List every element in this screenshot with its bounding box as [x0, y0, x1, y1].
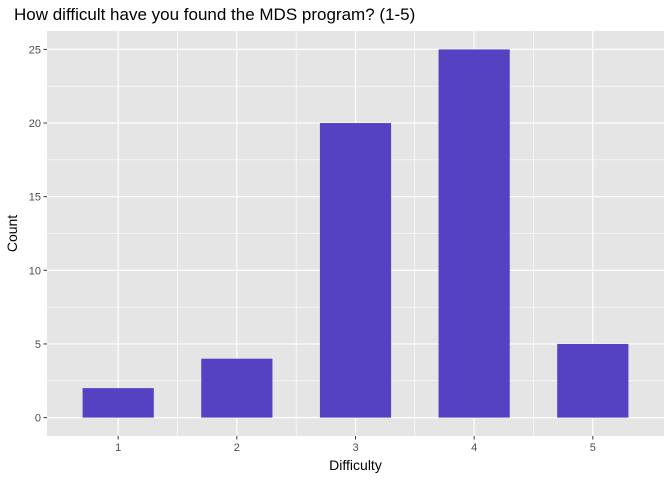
y-tick-label: 25: [29, 44, 41, 56]
x-axis-title: Difficulty: [329, 457, 382, 473]
x-axis-ticks: 1 2 3 4 5: [115, 436, 596, 454]
bar-1: [82, 388, 154, 418]
x-tick-label: 2: [234, 442, 240, 454]
y-tick-label: 0: [35, 413, 41, 425]
y-axis-ticks: 0 5 10 15 20 25: [29, 44, 47, 425]
y-tick-label: 5: [35, 339, 41, 351]
x-tick-label: 4: [471, 442, 477, 454]
bar-3: [319, 123, 392, 418]
y-tick-label: 15: [29, 192, 41, 204]
bar-5: [557, 343, 629, 418]
bar-4: [438, 49, 510, 418]
bars: [82, 49, 629, 418]
x-tick-label: 3: [352, 442, 358, 454]
x-tick-label: 1: [115, 442, 121, 454]
x-tick-label: 5: [590, 442, 596, 454]
bar-2: [201, 358, 273, 418]
y-tick-label: 10: [29, 265, 41, 277]
y-axis-title: Count: [4, 215, 20, 252]
y-tick-label: 20: [29, 118, 41, 130]
chart-title: How difficult have you found the MDS pro…: [14, 5, 415, 24]
